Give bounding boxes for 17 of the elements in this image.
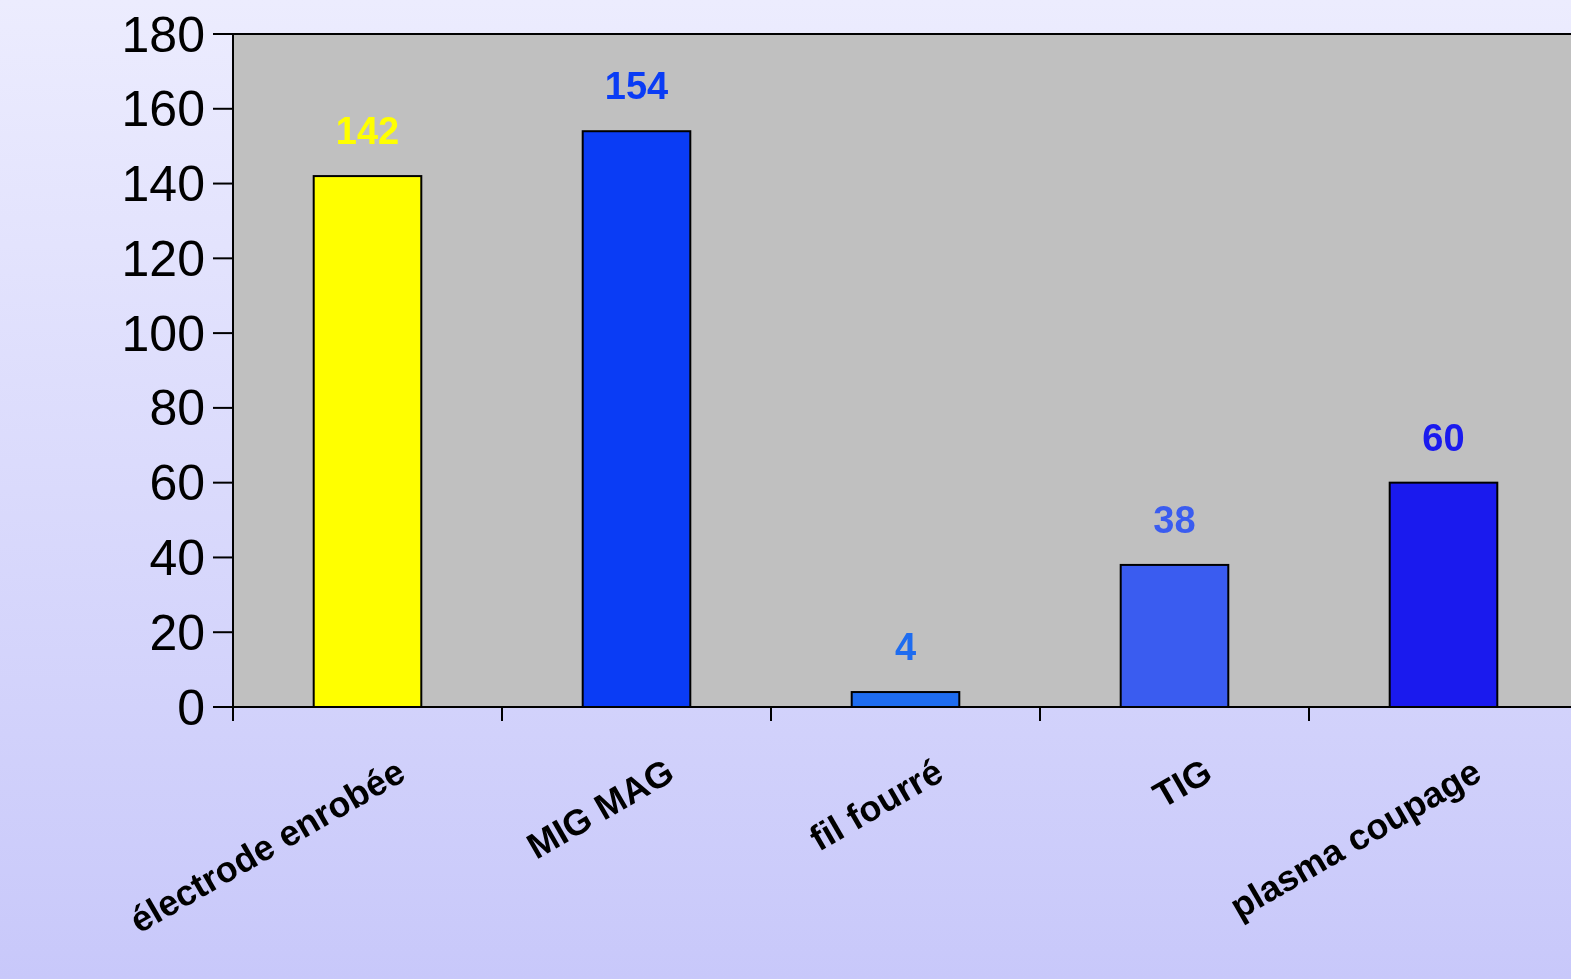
data-label: 60 <box>1422 416 1465 459</box>
data-label: 38 <box>1153 498 1196 541</box>
y-tick-label: 60 <box>149 455 205 512</box>
data-label: 154 <box>604 65 669 108</box>
y-tick-label: 100 <box>121 305 205 362</box>
y-tick-label: 120 <box>121 230 205 287</box>
y-tick-label: 80 <box>149 380 205 437</box>
y-tick-label: 20 <box>149 604 205 661</box>
y-tick-label: 180 <box>121 6 205 63</box>
data-label: 4 <box>894 626 917 669</box>
x-tick-label: TIG <box>1146 750 1219 816</box>
y-tick-label: 160 <box>121 81 205 138</box>
y-tick-label: 0 <box>177 679 205 736</box>
y-tick-label: 140 <box>121 156 205 213</box>
y-tick-label: 40 <box>149 529 205 586</box>
data-label: 142 <box>335 110 400 153</box>
x-tick-label: MIG MAG <box>519 750 681 867</box>
